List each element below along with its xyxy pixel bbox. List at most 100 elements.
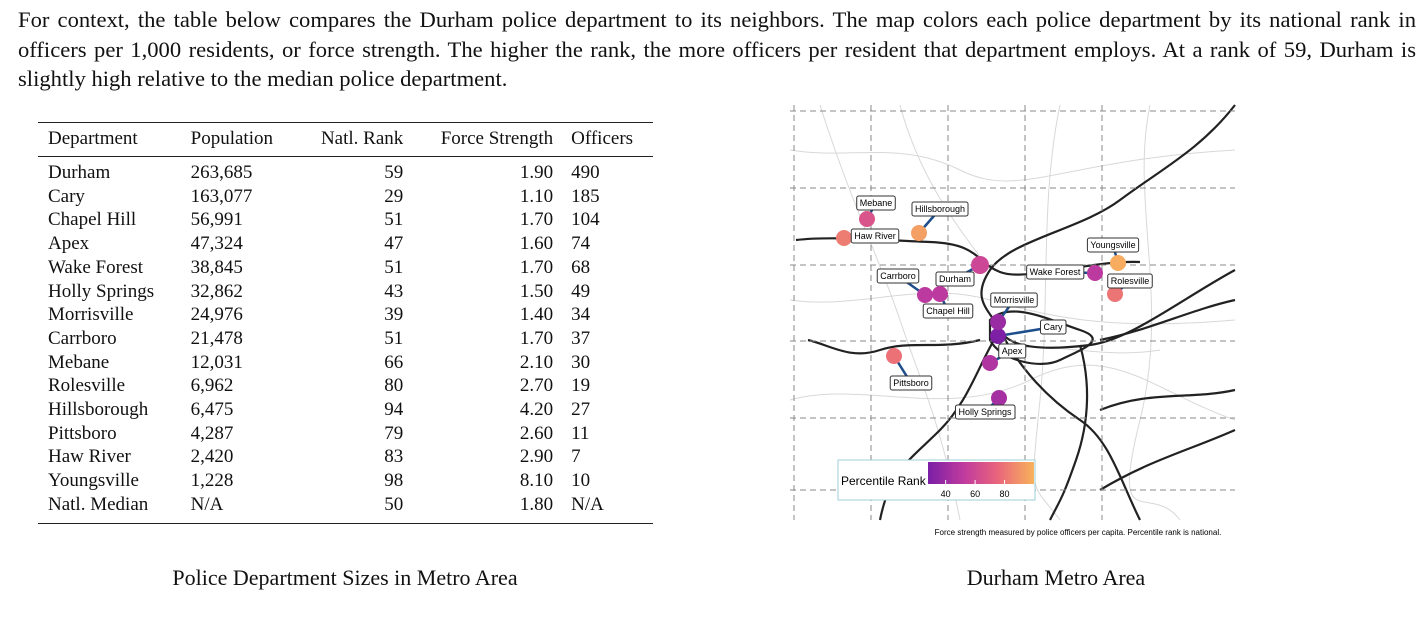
map-label: Youngsville: [1090, 240, 1135, 250]
table-cell: 11: [571, 422, 590, 444]
intro-paragraph: For context, the table below compares th…: [18, 7, 1416, 91]
table-cell: 68: [571, 256, 591, 278]
table-cell: 1.70: [519, 327, 554, 349]
table-cell: 4,287: [190, 422, 234, 444]
column-header: Force Strength: [411, 122, 562, 157]
table-cell: Cary: [48, 185, 85, 207]
department-dot: [1110, 255, 1126, 271]
map-label: Holly Springs: [958, 407, 1012, 417]
table-cell: 1.70: [519, 209, 554, 231]
map-label-box: [1086, 237, 1140, 253]
table-body: Durham 263,685 59 1.90 490 Cary 163,077 29 1.10 1…: [38, 157, 653, 524]
table-cell: 49: [571, 280, 591, 302]
map-label: Hillsborough: [915, 204, 965, 214]
table-cell: 51: [384, 327, 404, 349]
table-cell: 2.90: [519, 446, 554, 468]
map-label: Wake Forest: [1030, 267, 1081, 277]
table-cell: 2,420: [190, 446, 234, 468]
map-label: Haw River: [854, 231, 896, 241]
table-cell: Durham: [48, 162, 111, 183]
map-label-box: [998, 343, 1027, 359]
table-cell: Rolesville: [48, 375, 126, 397]
table-cell: Holly Springs: [48, 280, 155, 302]
department-dot: [1107, 286, 1123, 302]
table-cell: 29: [384, 185, 404, 207]
table-cell: Youngsville: [48, 470, 139, 492]
table-cell: Carrboro: [48, 327, 117, 349]
map-label: Morrisville: [994, 295, 1035, 305]
table-cell: 51: [384, 209, 404, 231]
table-cell: 12,031: [190, 351, 243, 373]
table-cell: Pittsboro: [48, 422, 117, 444]
map-label-box: [954, 404, 1016, 420]
department-dot: [917, 287, 933, 303]
department-dot: [982, 355, 998, 371]
table-row: Chapel Hill 56,991 51 1.70 104: [38, 208, 653, 232]
table-cell: 47: [384, 233, 404, 255]
table-row: Hillsborough 6,475 94 4.20 27: [38, 398, 653, 422]
map-label-box: [1026, 264, 1085, 280]
map-label: Pittsboro: [893, 378, 929, 388]
table-cell: 30: [571, 351, 591, 373]
map-label: Rolesville: [1111, 276, 1150, 286]
map-label: Carrboro: [880, 271, 916, 281]
map-label: Chapel Hill: [926, 306, 970, 316]
table-cell: 2.10: [519, 351, 554, 373]
department-dot: [990, 314, 1006, 330]
map-label-box: [922, 303, 974, 319]
table-cell: 1.50: [519, 280, 554, 302]
department-table: Department Population Natl. Rank Force Stre…: [38, 122, 653, 524]
table-cell: Hillsborough: [48, 399, 149, 421]
table-row: Mebane 12,031 66 2.10 30: [38, 351, 653, 375]
table-row: Morrisville 24,976 39 1.40 34: [38, 303, 653, 327]
legend: Percentile Rank 40 60 80: [837, 459, 1036, 501]
column-header: Department: [38, 122, 181, 157]
department-dot: [990, 328, 1006, 344]
table-cell: N/A: [561, 492, 653, 524]
table-row: Rolesville 6,962 80 2.70 19: [38, 374, 653, 398]
column-header: Officers: [561, 122, 653, 157]
map-background: [789, 104, 1236, 521]
table-cell: 34: [571, 304, 591, 326]
department-dot: [886, 348, 902, 364]
table-cell: Chapel Hill: [48, 209, 137, 231]
table-cell: 7: [571, 446, 581, 468]
map-label-box: [911, 201, 969, 217]
table-cell: 98: [384, 470, 404, 492]
map-label-box: [1039, 319, 1067, 335]
legend-tick-label: 40: [941, 489, 951, 499]
table-cell: 1.90: [519, 162, 554, 183]
table-cell: Mebane: [48, 351, 110, 373]
map-label: Cary: [1043, 322, 1063, 332]
map-label-box: [1107, 273, 1153, 289]
table-cell: Wake Forest: [48, 256, 144, 278]
table-row: Durham 263,685 59 1.90 490: [38, 157, 653, 185]
table-row: Natl. Median N/A 50 1.80 N/A: [38, 492, 653, 524]
table-cell: 79: [384, 422, 404, 444]
department-dot: [1087, 265, 1103, 281]
table-cell: 24,976: [190, 304, 243, 326]
legend-tick-label: 60: [970, 489, 980, 499]
map-footnote: Force strength measured by police office…: [935, 528, 1222, 537]
table-row: Youngsville 1,228 98 8.10 10: [38, 469, 653, 493]
department-dot: [911, 225, 927, 241]
table-cell: 43: [384, 280, 404, 302]
table-cell: Haw River: [48, 446, 131, 468]
table-cell: 104: [571, 209, 600, 231]
table-cell: 47,324: [190, 233, 243, 255]
table-row: Haw River 2,420 83 2.90 7: [38, 445, 653, 469]
table-cell: 1.70: [519, 256, 554, 278]
table-cell: 51: [384, 256, 404, 278]
table-cell: Apex: [48, 233, 90, 255]
table-cell: 66: [384, 351, 404, 373]
table-row: Carrboro 21,478 51 1.70 37: [38, 327, 653, 351]
legend-tick-label: 80: [1000, 489, 1010, 499]
table-row: Apex 47,324 47 1.60 74: [38, 232, 653, 256]
table-row: Wake Forest 38,845 51 1.70 68: [38, 256, 653, 280]
table-cell: 263,685: [190, 162, 253, 183]
table-cell: 10: [571, 470, 591, 492]
table-cell: 6,962: [190, 375, 234, 397]
table-cell: Morrisville: [48, 304, 134, 326]
map-caption: Durham Metro Area: [966, 565, 1146, 590]
